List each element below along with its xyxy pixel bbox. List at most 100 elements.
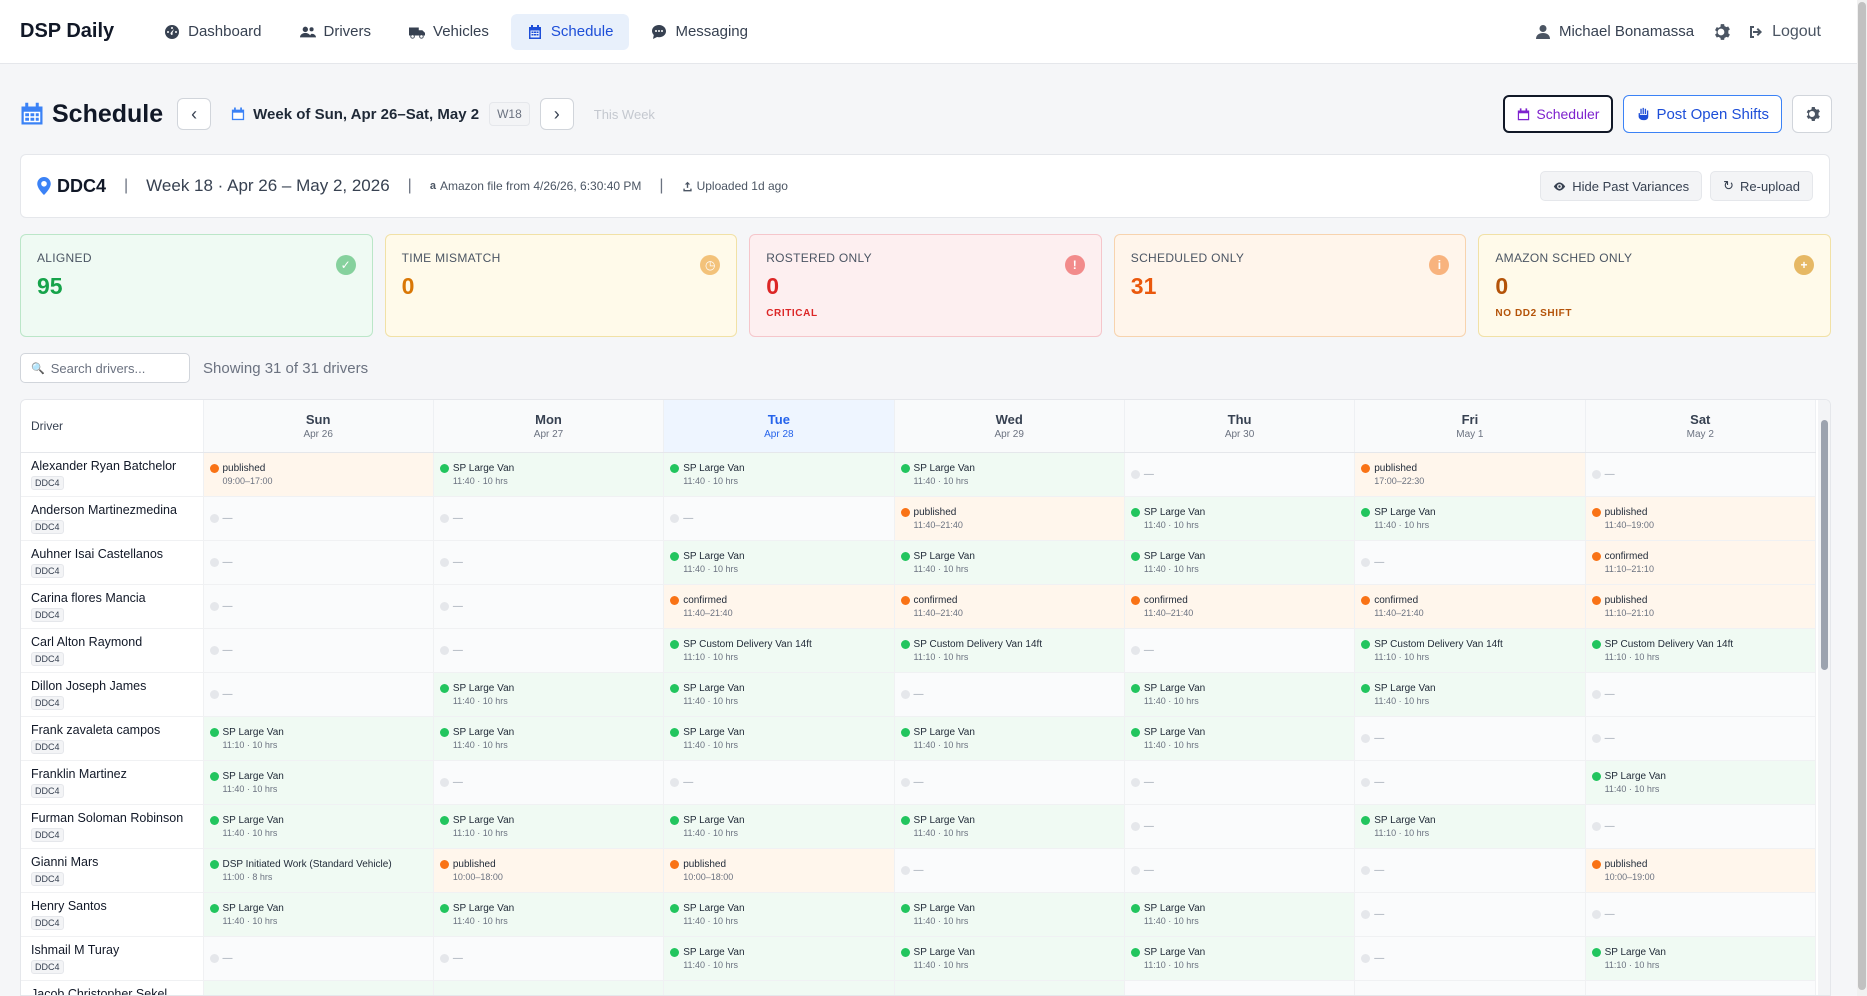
shift-cell[interactable]: SP Large Van 11:10 · 10 hrs xyxy=(433,804,665,849)
shift-cell[interactable]: confirmed 11:40–21:40 xyxy=(894,584,1125,629)
shift-cell-empty[interactable]: — xyxy=(433,496,665,541)
shift-cell[interactable]: SP Large Van 11:40 · 10 hrs xyxy=(894,716,1125,761)
driver-cell[interactable]: Ishmail M Turay DDC4 xyxy=(21,936,204,981)
shift-cell-empty[interactable]: — xyxy=(1124,628,1356,673)
driver-name[interactable]: Gianni Mars xyxy=(31,854,99,869)
shift-cell[interactable]: confirmed 11:40–21:40 xyxy=(663,584,895,629)
driver-cell[interactable]: Alexander Ryan Batchelor DDC4 xyxy=(21,452,204,497)
shift-cell[interactable]: SP Large Van 11:40 · 10 hrs xyxy=(1124,496,1356,541)
page-scrollbar[interactable] xyxy=(1857,0,1867,996)
shift-cell[interactable]: published 17:00–22:30 xyxy=(1354,452,1586,497)
shift-cell[interactable]: SP Large Van 11:40 · 10 hrs xyxy=(663,716,895,761)
shift-cell[interactable]: SP Large Van 11:40 · 10 hrs xyxy=(1354,672,1586,717)
shift-cell[interactable]: SP Large Van xyxy=(663,980,895,995)
grid-scrollbar[interactable] xyxy=(1818,400,1830,995)
shift-cell[interactable]: published 10:00–18:00 xyxy=(663,848,895,893)
shift-cell-empty[interactable]: — xyxy=(1124,848,1356,893)
shift-cell-empty[interactable]: — xyxy=(1354,892,1586,937)
shift-cell[interactable]: SP Large Van 11:40 · 10 hrs xyxy=(663,672,895,717)
shift-cell-empty[interactable]: — xyxy=(894,672,1125,717)
shift-cell[interactable]: SP Large Van 11:40 · 10 hrs xyxy=(1124,892,1356,937)
shift-cell-empty[interactable]: — xyxy=(203,584,434,629)
shift-cell[interactable]: SP Large Van 11:40 · 10 hrs xyxy=(663,452,895,497)
search-box[interactable]: 🔍 xyxy=(20,353,190,383)
shift-cell-empty[interactable]: — xyxy=(433,584,665,629)
stat-card-scheduled-only[interactable]: SCHEDULED ONLY 31 i xyxy=(1113,234,1467,337)
shift-cell-empty[interactable]: — xyxy=(1585,716,1817,761)
user-menu[interactable]: Michael Bonamassa xyxy=(1535,23,1694,40)
shift-cell-empty[interactable]: — xyxy=(203,540,434,585)
post-open-shifts-button[interactable]: Post Open Shifts xyxy=(1623,95,1782,133)
shift-cell-empty[interactable]: — xyxy=(1124,980,1356,995)
scheduler-button[interactable]: Scheduler xyxy=(1503,95,1614,133)
shift-cell[interactable]: SP Large Van 11:10 · 10 hrs xyxy=(1354,804,1586,849)
grid-scrollbar-thumb[interactable] xyxy=(1821,420,1828,670)
shift-cell-empty[interactable]: — xyxy=(1124,452,1356,497)
shift-cell[interactable]: SP Large Van 11:10 · 10 hrs xyxy=(203,716,434,761)
shift-cell[interactable]: SP Large Van 11:40 · 10 hrs xyxy=(1354,496,1586,541)
driver-cell[interactable]: Jacob Christopher SekelDDC4 xyxy=(21,980,204,995)
shift-cell[interactable]: SP Large Van 11:40 · 10 hrs xyxy=(203,760,434,805)
shift-cell[interactable]: SP Large Van xyxy=(894,980,1125,995)
driver-cell[interactable]: Furman Soloman Robinson DDC4 xyxy=(21,804,204,849)
shift-cell-empty[interactable]: — xyxy=(894,760,1125,805)
shift-cell[interactable]: SP Large Van 11:40 · 10 hrs xyxy=(663,892,895,937)
shift-cell[interactable]: published 10:00–18:00 xyxy=(433,848,665,893)
shift-cell[interactable]: SP Large Van 11:40 · 10 hrs xyxy=(663,540,895,585)
shift-cell[interactable]: SP Large Van 11:40 · 10 hrs xyxy=(433,672,665,717)
shift-cell[interactable]: SP Large Van 11:40 · 10 hrs xyxy=(894,936,1125,981)
brand-logo[interactable]: DSP Daily xyxy=(20,20,115,42)
shift-cell-empty[interactable]: — xyxy=(1585,452,1817,497)
gear-icon[interactable] xyxy=(1712,23,1730,41)
stat-card-rostered-only[interactable]: ROSTERED ONLY 0 CRITICAL! xyxy=(749,234,1102,337)
shift-cell[interactable]: SP Large Van 11:40 · 10 hrs xyxy=(894,452,1125,497)
shift-cell[interactable]: SP Large Van 11:40 · 10 hrs xyxy=(203,804,434,849)
nav-messaging[interactable]: Messaging xyxy=(635,14,764,50)
shift-cell[interactable]: SP Large Van 11:40 · 10 hrs xyxy=(1124,540,1356,585)
stat-card-time-mismatch[interactable]: TIME MISMATCH 0 ◷ xyxy=(384,234,738,337)
shift-cell-empty[interactable]: — xyxy=(433,936,665,981)
driver-name[interactable]: Carl Alton Raymond xyxy=(31,634,143,649)
driver-cell[interactable]: Auhner Isai Castellanos DDC4 xyxy=(21,540,204,585)
shift-cell[interactable]: confirmed 11:40–21:40 xyxy=(1354,584,1586,629)
shift-cell[interactable]: SP Large Van 11:10 · 10 hrs xyxy=(1585,936,1817,981)
shift-cell[interactable]: SP Large Van 11:40 · 10 hrs xyxy=(1124,672,1356,717)
shift-cell[interactable]: SP Large Van 11:40 · 10 hrs xyxy=(894,540,1125,585)
shift-cell[interactable]: published 10:00–19:00 xyxy=(1585,848,1817,893)
hide-past-variances-button[interactable]: Hide Past Variances xyxy=(1540,171,1703,201)
shift-cell[interactable]: published 11:40–19:00 xyxy=(1585,496,1817,541)
schedule-settings-button[interactable] xyxy=(1792,95,1832,133)
shift-cell-empty[interactable]: — xyxy=(663,496,895,541)
driver-cell[interactable]: Dillon Joseph James DDC4 xyxy=(21,672,204,717)
driver-cell[interactable]: Franklin Martinez DDC4 xyxy=(21,760,204,805)
shift-cell[interactable]: SP Large Van xyxy=(203,980,434,995)
shift-cell[interactable]: SP Large Van 11:10 · 10 hrs xyxy=(1124,936,1356,981)
search-input[interactable] xyxy=(50,360,171,376)
shift-cell-empty[interactable]: — xyxy=(203,936,434,981)
next-week-button[interactable]: › xyxy=(539,98,574,130)
shift-cell-empty[interactable]: — xyxy=(203,628,434,673)
driver-name[interactable]: Furman Soloman Robinson xyxy=(31,810,184,825)
shift-cell-empty[interactable]: — xyxy=(1354,980,1586,995)
shift-cell[interactable]: SP Large Van 11:40 · 10 hrs xyxy=(1124,716,1356,761)
shift-cell[interactable]: SP Large Van 11:40 · 10 hrs xyxy=(1585,760,1817,805)
shift-cell-empty[interactable]: — xyxy=(894,848,1125,893)
driver-name[interactable]: Frank zavaleta campos xyxy=(31,722,161,737)
shift-cell[interactable]: published 09:00–17:00 xyxy=(203,452,434,497)
driver-cell[interactable]: Gianni Mars DDC4 xyxy=(21,848,204,893)
shift-cell-empty[interactable]: — xyxy=(663,760,895,805)
shift-cell-empty[interactable]: — xyxy=(203,672,434,717)
shift-cell-empty[interactable]: — xyxy=(1354,936,1586,981)
driver-name[interactable]: Anderson Martinezmedina xyxy=(31,502,177,517)
shift-cell[interactable]: SP Large Van 11:40 · 10 hrs xyxy=(433,892,665,937)
shift-cell-empty[interactable]: — xyxy=(1354,760,1586,805)
shift-cell[interactable]: SP Custom Delivery Van 14ft 11:10 · 10 hr… xyxy=(894,628,1125,673)
shift-cell[interactable]: published 11:40–21:40 xyxy=(894,496,1125,541)
this-week-link[interactable]: This Week xyxy=(593,106,655,122)
shift-cell[interactable]: SP Custom Delivery Van 14ft 11:10 · 10 hr… xyxy=(1585,628,1817,673)
shift-cell[interactable]: SP Large Van 11:40 · 10 hrs xyxy=(894,892,1125,937)
shift-cell-empty[interactable]: — xyxy=(433,540,665,585)
shift-cell[interactable]: SP Large Van 11:40 · 10 hrs xyxy=(203,892,434,937)
reupload-button[interactable]: ↻ Re-upload xyxy=(1710,171,1813,201)
driver-name[interactable]: Ishmail M Turay xyxy=(31,942,120,957)
